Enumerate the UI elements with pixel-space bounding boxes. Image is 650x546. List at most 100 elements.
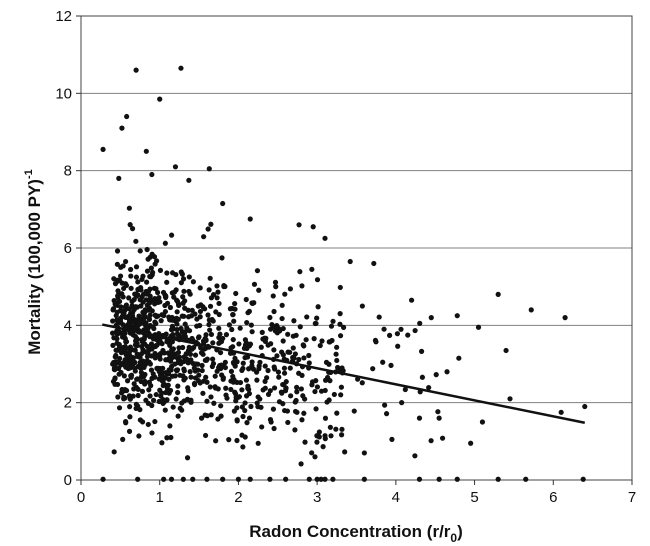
data-point [347,258,353,265]
data-point [147,361,153,367]
data-point [133,238,139,244]
data-point [523,476,529,482]
data-point [126,428,133,434]
data-point [207,327,213,333]
data-point [268,419,274,425]
data-point [181,288,187,294]
data-point [230,359,237,366]
x-axis-title: Radon Concentration (r/r0) [249,522,463,545]
data-point [206,317,212,323]
data-point [313,320,319,327]
data-point [147,393,153,399]
data-point [128,266,134,273]
data-point [116,298,123,305]
data-point [306,360,312,366]
data-point [113,312,119,319]
x-tick-label: 0 [77,489,85,506]
data-point [247,216,253,222]
data-point [301,343,307,349]
data-point [160,374,166,380]
data-point [340,324,347,330]
data-point [381,326,387,332]
data-point [116,328,122,335]
data-point [226,322,233,328]
data-point [258,344,264,350]
data-point [146,387,152,393]
data-point [314,439,320,445]
data-point [291,355,297,361]
data-point [145,256,151,262]
data-point [479,419,486,425]
data-point [339,426,345,432]
data-point [359,380,365,386]
data-point [242,400,248,406]
data-point [436,415,442,421]
data-point [254,377,260,383]
data-point [156,398,162,405]
data-point [301,355,307,361]
data-point [314,315,320,321]
data-point [133,304,139,310]
data-point [314,476,320,482]
data-point [419,374,426,380]
data-point [285,419,291,426]
data-point [223,385,229,391]
data-point [271,385,278,391]
data-point [189,307,195,313]
data-point [361,476,367,482]
data-point [123,339,130,345]
data-point [113,352,119,359]
data-point [211,400,217,406]
data-point [168,434,174,441]
data-point [192,368,198,374]
data-point [116,277,123,283]
data-point [220,476,226,482]
data-point [149,171,155,178]
data-point [176,345,182,351]
data-point [198,350,205,356]
data-point [124,378,131,384]
data-point [383,411,390,417]
data-point [257,396,263,402]
data-point [199,367,205,374]
data-point [202,412,208,418]
data-point [174,326,180,333]
data-point [232,391,239,397]
x-axis-title-subscript: 0 [450,531,457,545]
data-point [145,326,151,332]
data-point [206,287,212,293]
data-point [231,318,237,324]
data-point [181,368,187,374]
data-point [197,308,204,315]
data-point [376,314,382,320]
data-point [412,453,418,459]
data-point [495,291,501,297]
data-point [269,321,275,328]
data-point [204,476,210,482]
data-point [230,336,236,343]
data-point [203,374,209,380]
data-point [167,304,174,311]
data-point [267,314,273,321]
data-point [206,166,212,172]
data-point [361,450,367,456]
data-point [177,372,183,378]
data-point [426,384,432,391]
data-point [139,338,145,345]
x-tick-label: 3 [313,489,321,506]
data-point [175,298,181,305]
data-point [322,235,328,241]
data-point [140,273,146,279]
data-point [273,284,279,290]
data-point [118,350,125,356]
data-point [326,397,332,403]
data-point [116,405,123,411]
data-point [296,370,302,376]
data-point [337,284,343,291]
data-point [282,291,288,297]
data-point [139,294,145,300]
data-point [116,175,122,181]
data-point [127,404,133,410]
data-point [130,355,136,361]
data-point [240,360,246,366]
